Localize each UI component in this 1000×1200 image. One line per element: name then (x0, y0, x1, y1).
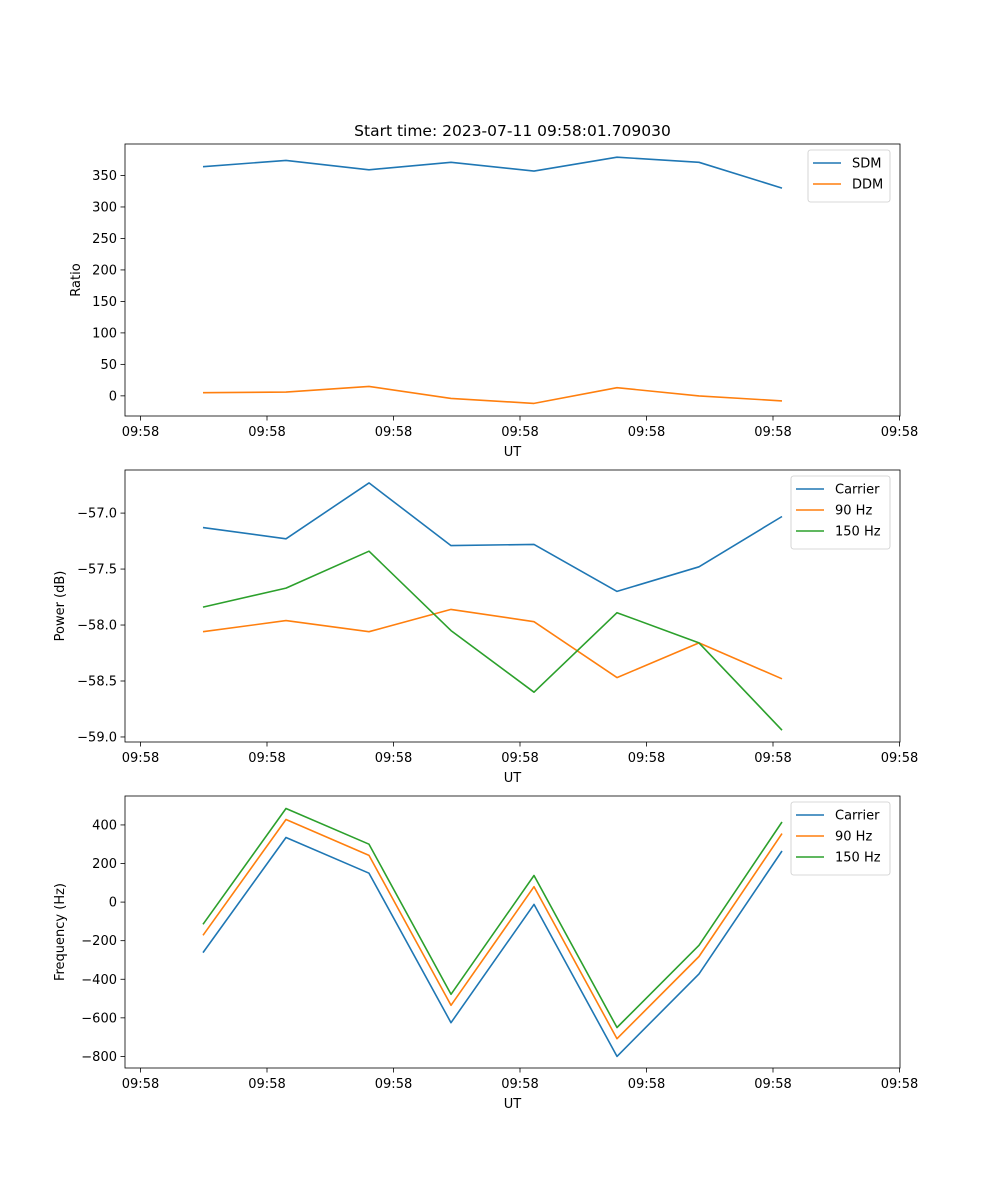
y-axis-label: Ratio (69, 263, 84, 296)
y-axis-label: Frequency (Hz) (53, 883, 68, 981)
x-tick-label: 09:58 (501, 751, 538, 766)
series-line-carrier (202, 482, 783, 593)
x-tick-label: 09:58 (122, 1077, 159, 1092)
chart-panel-3: 09:58 09:58 09:58 09:58 09:58 09:58 09:58 UT −80… (53, 795, 918, 1112)
y-tick-label: −59.0 (77, 730, 117, 745)
y-tick-label: −200 (81, 934, 117, 949)
x-tick-label: 09:58 (375, 1077, 412, 1092)
axes-frame (124, 143, 901, 417)
x-axis-label: UT (504, 771, 522, 786)
x-tick-label: 09:58 (754, 1077, 791, 1092)
x-tick-label: 09:58 (375, 425, 412, 440)
x-tick-label: 09:58 (754, 751, 791, 766)
x-axis-label: UT (504, 445, 522, 460)
x-tick-label: 09:58 (881, 1077, 918, 1092)
y-tick-label: 350 (92, 169, 117, 184)
legend: SDM DDM (807, 149, 891, 203)
chart-title: Start time: 2023-07-11 09:58:01.709030 (354, 122, 671, 140)
y-tick-label: 150 (92, 295, 117, 310)
x-tick-label: 09:58 (501, 425, 538, 440)
legend-label: 90 Hz (835, 504, 872, 519)
y-tick-label: −400 (81, 973, 117, 988)
x-tick-label: 09:58 (248, 751, 285, 766)
legend-label: 150 Hz (835, 525, 881, 540)
legend-label: Carrier (835, 809, 880, 824)
y-tick-label: 50 (100, 358, 117, 373)
x-tick-label: 09:58 (248, 425, 285, 440)
series-line-sdm (202, 156, 783, 189)
y-tick-label: 0 (109, 389, 117, 404)
chart-panel-1: Start time: 2023-07-11 09:58:01.709030 09… (69, 122, 918, 460)
x-tick-label: 09:58 (881, 751, 918, 766)
y-tick-label: −58.5 (77, 674, 117, 689)
series-line-90-hz (202, 608, 783, 680)
series-line-150-hz (202, 550, 783, 731)
axes-frame (124, 795, 901, 1069)
y-tick-label: 200 (92, 263, 117, 278)
x-axis-label: UT (504, 1097, 522, 1112)
x-tick-label: 09:58 (628, 751, 665, 766)
series-line-150-hz (202, 807, 783, 1029)
x-tick-label: 09:58 (122, 751, 159, 766)
x-tick-label: 09:58 (628, 425, 665, 440)
legend-label: 150 Hz (835, 851, 881, 866)
legend-label: SDM (852, 157, 881, 172)
axes-frame (124, 469, 901, 743)
series-line-90-hz (202, 818, 783, 1040)
series-line-carrier (202, 836, 783, 1058)
x-tick-label: 09:58 (375, 751, 412, 766)
x-tick-label: 09:58 (122, 425, 159, 440)
x-tick-label: 09:58 (628, 1077, 665, 1092)
y-tick-label: −58.0 (77, 619, 117, 634)
series-line-ddm (202, 385, 783, 405)
legend: Carrier 90 Hz 150 Hz (790, 801, 891, 876)
x-tick-label: 09:58 (248, 1077, 285, 1092)
legend-label: Carrier (835, 483, 880, 498)
chart-panel-2: 09:58 09:58 09:58 09:58 09:58 09:58 09:58 UT −59… (53, 469, 918, 786)
legend-label: 90 Hz (835, 830, 872, 845)
legend: Carrier 90 Hz 150 Hz (790, 475, 891, 550)
y-tick-label: 100 (92, 326, 117, 341)
y-tick-label: −600 (81, 1011, 117, 1026)
legend-label: DDM (852, 178, 883, 193)
y-axis-label: Power (dB) (53, 571, 68, 642)
y-tick-label: 0 (109, 896, 117, 911)
y-tick-label: 250 (92, 232, 117, 247)
y-tick-label: 400 (92, 818, 117, 833)
y-tick-label: 300 (92, 200, 117, 215)
x-tick-label: 09:58 (754, 425, 791, 440)
y-tick-label: −800 (81, 1050, 117, 1065)
x-tick-label: 09:58 (501, 1077, 538, 1092)
y-tick-label: −57.0 (77, 507, 117, 522)
y-tick-label: −57.5 (77, 563, 117, 578)
x-tick-label: 09:58 (881, 425, 918, 440)
y-tick-label: 200 (92, 857, 117, 872)
